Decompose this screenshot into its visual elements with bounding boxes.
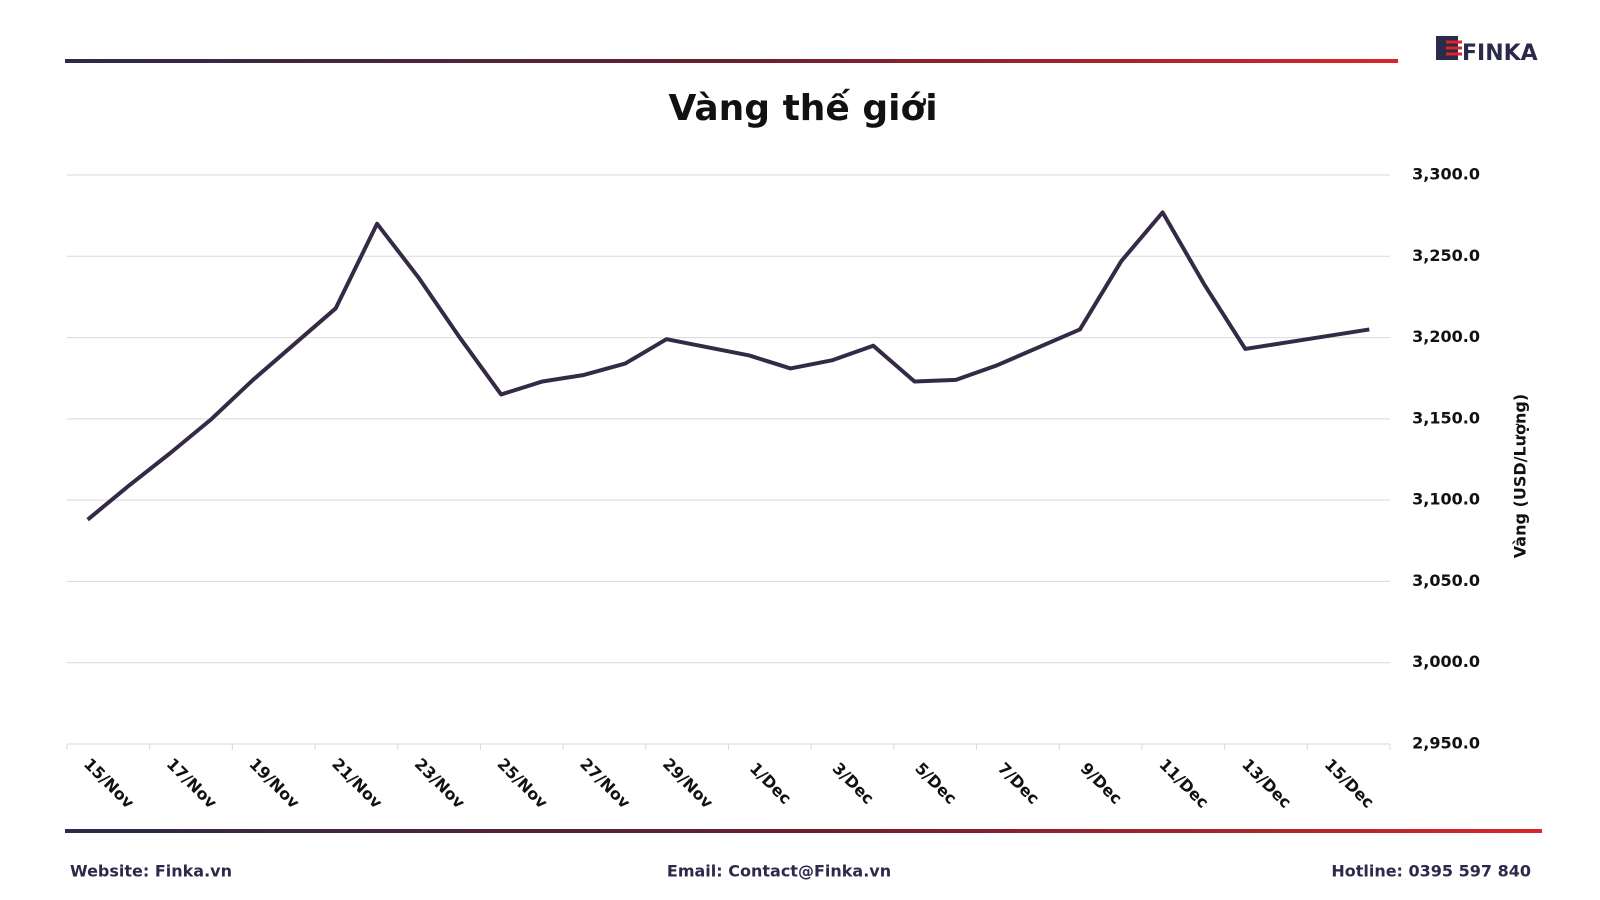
y-tick-label: 2,950.0 bbox=[1412, 734, 1480, 753]
x-tick-label: 23/Nov bbox=[411, 754, 469, 812]
x-tick-label: 21/Nov bbox=[328, 754, 386, 812]
x-tick-label: 19/Nov bbox=[245, 754, 303, 812]
plot: 2,950.0 3,000.0 3,050.0 3,100.0 3,150.0 3,200… bbox=[66, 165, 1480, 813]
logo: FINKA bbox=[1436, 36, 1538, 66]
y-tick-label: 3,100.0 bbox=[1412, 490, 1480, 509]
x-tick-label: 27/Nov bbox=[576, 754, 634, 812]
line bbox=[86, 210, 1370, 522]
x-tick-label: 25/Nov bbox=[494, 754, 552, 812]
footer-website: Website: Finka.vn bbox=[70, 862, 232, 881]
x-tick-label: 9/Dec bbox=[1077, 759, 1126, 808]
y-axis-title: Vàng (USD/Lượng) bbox=[1511, 394, 1530, 558]
x-tick-label: 29/Nov bbox=[659, 754, 717, 812]
x-tick-label: 1/Dec bbox=[746, 759, 795, 808]
x-tick-label: 11/Dec bbox=[1155, 755, 1212, 812]
logo-stripes bbox=[1446, 40, 1462, 56]
footer-rule bbox=[65, 829, 1542, 833]
x-tick-label: 17/Nov bbox=[163, 754, 221, 812]
x-tick-label: 3/Dec bbox=[829, 759, 878, 808]
x-tick-label: 15/Dec bbox=[1321, 755, 1378, 812]
logo-text: FINKA bbox=[1462, 41, 1538, 66]
x-tick-label: 7/Dec bbox=[994, 759, 1043, 808]
y-tick-label: 3,050.0 bbox=[1412, 571, 1480, 590]
y-tick-label: 3,000.0 bbox=[1412, 652, 1480, 671]
header-rule bbox=[65, 59, 1398, 63]
y-tick-label: 3,200.0 bbox=[1412, 327, 1480, 346]
y-tick-label: 3,150.0 bbox=[1412, 408, 1480, 427]
x-tick-label: 13/Dec bbox=[1238, 755, 1295, 812]
y-tick-label: 3,300.0 bbox=[1412, 165, 1480, 184]
footer-hotline: Hotline: 0395 597 840 bbox=[1331, 862, 1531, 881]
y-tick-label: 3,250.0 bbox=[1412, 246, 1480, 265]
x-tick-label: 5/Dec bbox=[911, 759, 960, 808]
chart-title: Vàng thế giới bbox=[668, 88, 937, 129]
footer-email: Email: Contact@Finka.vn bbox=[667, 862, 891, 881]
x-tick-label: 15/Nov bbox=[80, 754, 138, 812]
